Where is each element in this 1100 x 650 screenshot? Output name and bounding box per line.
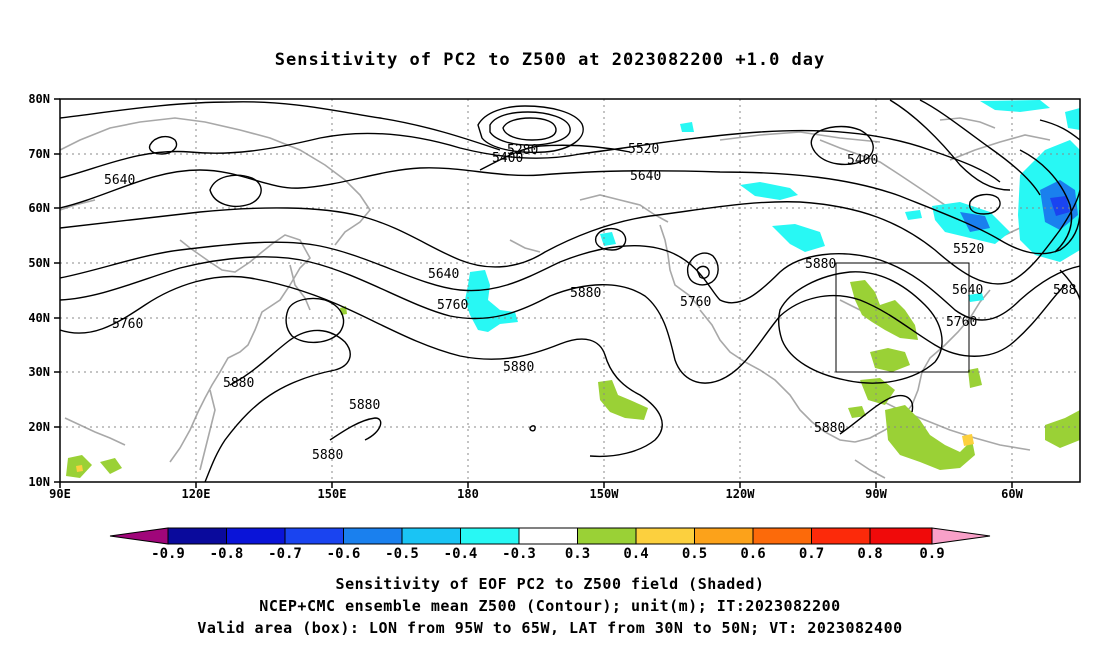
colorbar-cell (226, 527, 286, 545)
contour-label: 5880 (503, 360, 534, 375)
colorbar-label: -0.7 (268, 546, 302, 562)
contour-label: 5760 (946, 315, 977, 330)
lat-tick-labels: 80N 70N 60N 50N 40N 30N 20N 10N (28, 92, 50, 489)
contour-label: 5640 (952, 283, 983, 298)
colorbar-label: 0.3 (565, 546, 590, 562)
contour-labels: 5280 5400 5520 5400 5640 5640 5640 5760 … (104, 142, 1076, 463)
colorbar-labels: -0.9 -0.8 -0.7 -0.6 -0.5 -0.4 -0.3 0.3 0… (151, 546, 945, 562)
lon-tick-label: 180 (457, 487, 479, 501)
contour-label: 5880 (805, 257, 836, 272)
contour-label: 5760 (112, 317, 143, 332)
colorbar-label: -0.6 (327, 546, 361, 562)
colorbar-label: 0.9 (919, 546, 944, 562)
contour-label: 5640 (428, 267, 459, 282)
colorbar-label: -0.3 (502, 546, 536, 562)
shading-stronger-negative (1050, 196, 1070, 216)
captions: Sensitivity of EOF PC2 to Z500 field (Sh… (0, 573, 1100, 639)
lon-tick-labels: 90E 120E 150E 180 150W 120W 90W 60W (49, 487, 1023, 501)
colorbar-label: 0.6 (740, 546, 765, 562)
caption-contour: NCEP+CMC ensemble mean Z500 (Contour); u… (259, 597, 841, 615)
lon-tick-label: 150E (318, 487, 347, 501)
caption-valid-area: Valid area (box): LON from 95W to 65W, L… (197, 619, 903, 637)
z500-contours (60, 99, 1080, 482)
map-border (59, 98, 1081, 483)
lat-tick-label: 10N (28, 475, 50, 489)
lat-tick-label: 40N (28, 311, 50, 325)
contour-label: 5400 (847, 153, 878, 168)
lat-tick-label: 60N (28, 201, 50, 215)
contour-label: 5520 (628, 142, 659, 157)
contour-label: 5880 (570, 286, 601, 301)
contour-label: 5880 (349, 398, 380, 413)
colorbar-label: -0.4 (444, 546, 478, 562)
colorbar-label: -0.8 (210, 546, 244, 562)
contour-label: 588 (1053, 283, 1076, 298)
lat-tick-label: 20N (28, 420, 50, 434)
lat-tick-label: 70N (28, 147, 50, 161)
colorbar-cell (401, 527, 461, 545)
contour-label: 5880 (223, 376, 254, 391)
contour-label: 5760 (437, 298, 468, 313)
colorbar-cell (694, 527, 754, 545)
contour-label: 5280 (507, 143, 538, 158)
colorbar-cell (811, 527, 871, 545)
colorbar (109, 527, 991, 545)
contour-label: 5400 (492, 151, 523, 166)
gridlines (60, 99, 1080, 482)
contour-label: 5880 (814, 421, 845, 436)
colorbar-cell (635, 527, 695, 545)
contour-label: 5640 (104, 173, 135, 188)
valid-area-box (835, 262, 970, 373)
colorbar-cell (167, 527, 227, 545)
contour-label: 5880 (312, 448, 343, 463)
colorbar-label: 0.5 (682, 546, 707, 562)
colorbar-label: 0.7 (799, 546, 824, 562)
colorbar-label: -0.5 (385, 546, 419, 562)
colorbar-cell (518, 527, 578, 545)
colorbar-cell (109, 527, 169, 545)
lon-tick-label: 90W (865, 487, 887, 501)
colorbar-cell (931, 527, 991, 545)
colorbar-cell (577, 527, 637, 545)
colorbar-cell (869, 527, 933, 545)
colorbar-cell (752, 527, 812, 545)
colorbar-cell (460, 527, 520, 545)
caption-shaded: Sensitivity of EOF PC2 to Z500 field (Sh… (335, 575, 765, 593)
lat-tick-label: 50N (28, 256, 50, 270)
lon-tick-label: 90E (49, 487, 71, 501)
shading-positive (66, 280, 1080, 478)
lon-tick-label: 60W (1001, 487, 1023, 501)
shading-positive-yellow (76, 434, 974, 472)
contour-label: 5520 (953, 242, 984, 257)
lon-tick-label: 150W (590, 487, 620, 501)
tick-marks (54, 98, 1013, 488)
colorbar-label: 0.4 (623, 546, 648, 562)
contour-label: 5640 (630, 169, 661, 184)
plot-title: Sensitivity of PC2 to Z500 at 2023082200… (274, 50, 826, 70)
contour-label: 5760 (680, 295, 711, 310)
lon-tick-label: 120W (726, 487, 756, 501)
lat-tick-label: 80N (28, 92, 50, 106)
colorbar-label: 0.8 (857, 546, 882, 562)
lon-tick-label: 120E (182, 487, 211, 501)
colorbar-cell (284, 527, 344, 545)
colorbar-cell (343, 527, 403, 545)
colorbar-label: -0.9 (151, 546, 185, 562)
lat-tick-label: 30N (28, 365, 50, 379)
